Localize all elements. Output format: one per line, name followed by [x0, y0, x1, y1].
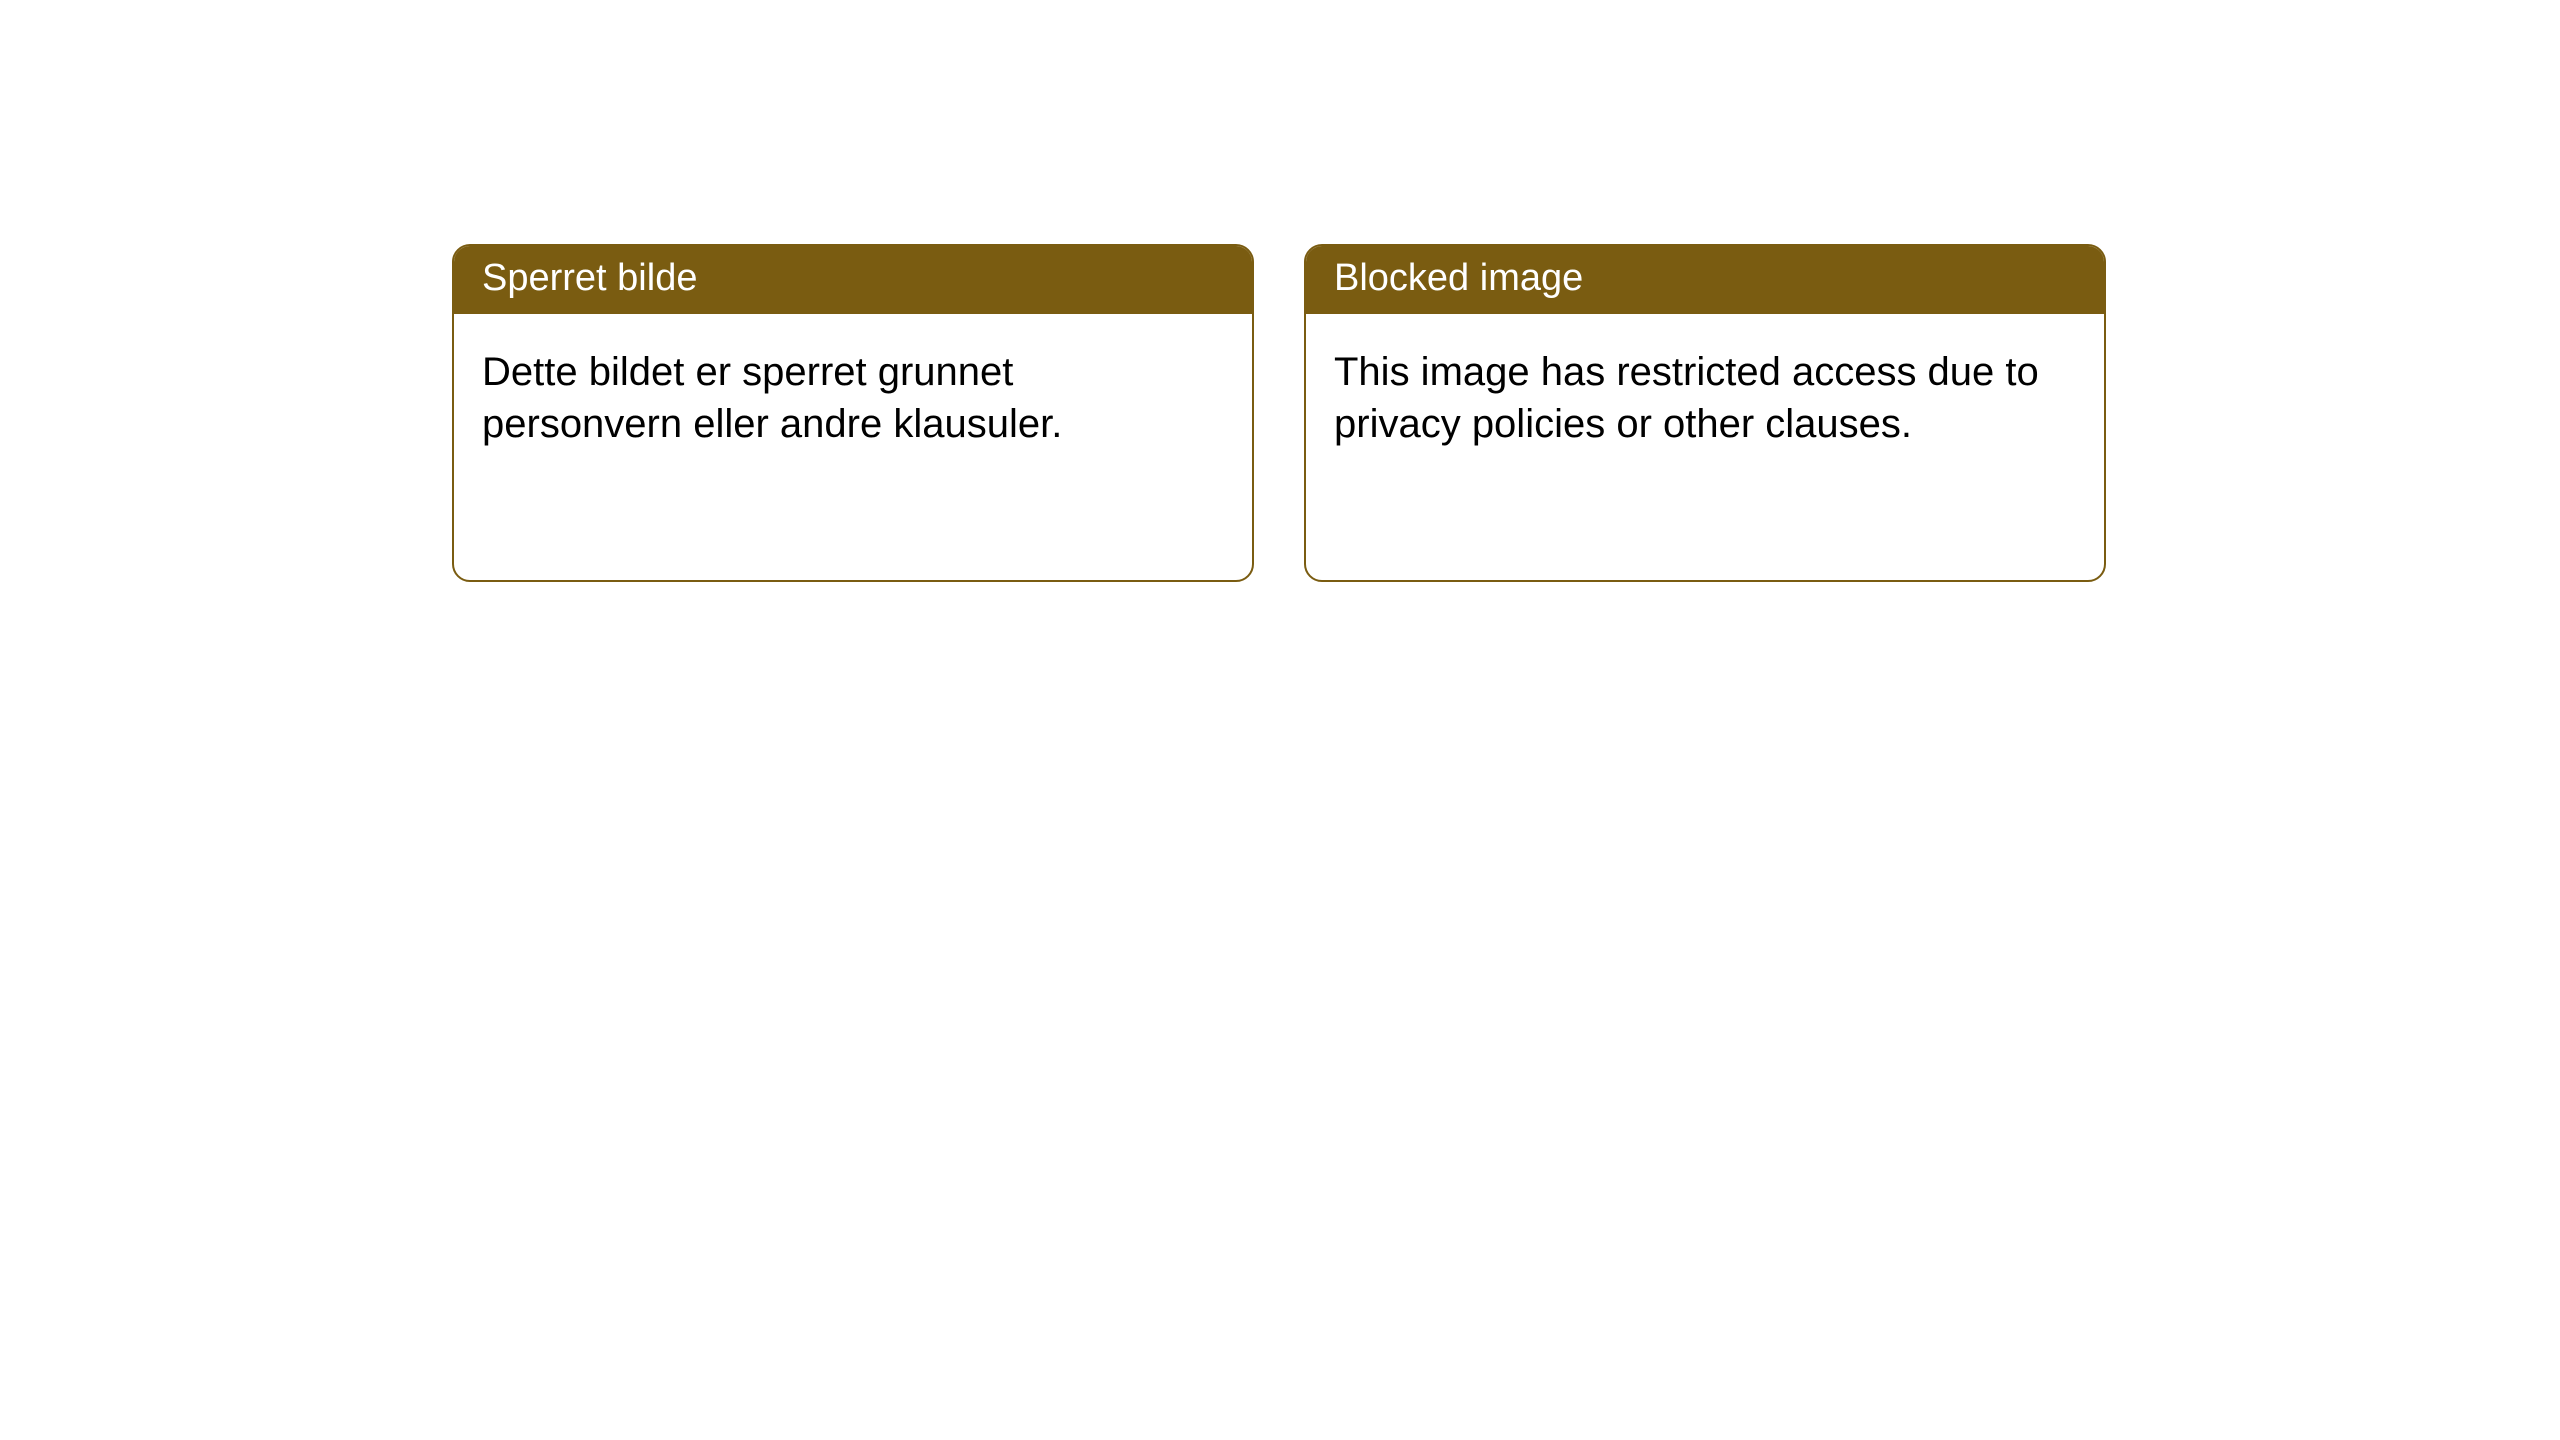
card-body-no: Dette bildet er sperret grunnet personve… [454, 314, 1252, 484]
card-body-en: This image has restricted access due to … [1306, 314, 2104, 484]
blocked-image-card-no: Sperret bilde Dette bildet er sperret gr… [452, 244, 1254, 582]
blocked-image-card-en: Blocked image This image has restricted … [1304, 244, 2106, 582]
card-header-en: Blocked image [1306, 246, 2104, 314]
cards-container: Sperret bilde Dette bildet er sperret gr… [0, 0, 2560, 582]
card-header-no: Sperret bilde [454, 246, 1252, 314]
